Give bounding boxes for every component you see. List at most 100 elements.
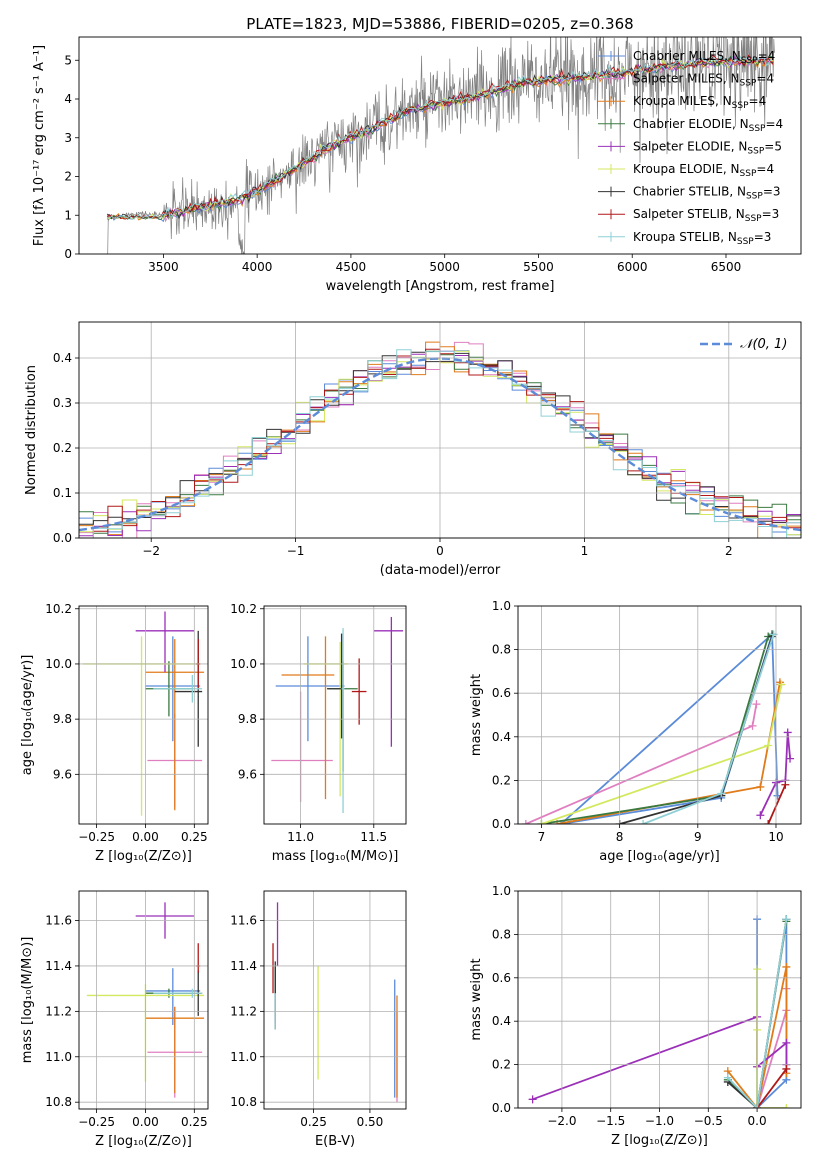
mass_weight_vs_age-ylabel: mass weight <box>469 674 484 756</box>
mass_weight_vs_age-series-line <box>541 633 773 824</box>
mass_vs_ebv-ytick-label: 11.6 <box>230 914 257 928</box>
mass_weight_vs_age-point-marker <box>783 728 792 737</box>
mass_vs_ebv-frame <box>263 890 407 1110</box>
mass_weight_vs_Z-ylabel: mass weight <box>469 958 484 1040</box>
figure-title: PLATE=1823, MJD=53886, FIBERID=0205, z=0… <box>246 15 633 33</box>
mass_vs_Z-xtick-label: 0.00 <box>132 1115 159 1129</box>
age_vs_Z-xlabel: Z [log₁₀(Z/Z⊙)] <box>95 849 192 864</box>
age_vs_Z-axes <box>75 605 209 828</box>
age_vs_Z-ytick-label: 10.0 <box>45 657 72 671</box>
age_vs_Z-xtick-label: −0.25 <box>78 830 115 844</box>
mass_weight_vs_age-series-line <box>619 636 773 824</box>
mass_vs_Z-ytick-label: 11.0 <box>45 1050 72 1064</box>
age_vs_mass-ytick-label: 10.0 <box>230 657 257 671</box>
mass_weight_vs_Z-ytick-label: 0.0 <box>492 1101 511 1115</box>
mass_weight_vs_age-axes <box>514 605 802 828</box>
mass_weight_vs_age-series-line <box>559 632 779 824</box>
mass_weight_vs_age-xlabel: age [log₁₀(age/yr)] <box>599 849 720 864</box>
age_vs_Z-ylabel: age [log₁₀(age/yr)] <box>20 655 35 776</box>
residuals-xlabel: (data-model)/error <box>380 563 501 578</box>
spectrum-ytick-label: 4 <box>64 92 72 106</box>
age_vs_Z-ytick-label: 9.6 <box>53 767 72 781</box>
mass_vs_Z-ytick-label: 10.8 <box>45 1095 72 1109</box>
mass_vs_Z-ytick-label: 11.6 <box>45 914 72 928</box>
age_vs_mass-xtick-label: 11.0 <box>287 830 314 844</box>
age_vs_mass-ytick-label: 10.2 <box>230 602 257 616</box>
mass_weight_vs_age-point-marker <box>764 820 773 824</box>
age_vs_mass-axes <box>260 605 407 828</box>
spectrum-legend-label: Kroupa MILES, NSSP=4 <box>633 94 766 111</box>
age_vs_Z-xtick-label: 0.25 <box>181 830 208 844</box>
spectrum-legend-label: Kroupa ELODIE, NSSP=4 <box>633 162 774 179</box>
mass_weight_vs_Z-ytick-label: 1.0 <box>492 884 511 898</box>
mass_vs_ebv-ytick-label: 11.2 <box>230 1004 257 1018</box>
residuals-ylabel: Normed distribution <box>24 365 39 495</box>
mass_weight_vs_Z-xtick-label: −2.0 <box>547 1114 576 1128</box>
spectrum-plot-area <box>106 37 775 254</box>
mass_weight_vs_age-point-marker <box>756 811 765 820</box>
spectrum-model-line <box>107 54 774 221</box>
spectrum-legend-label: Chabrier STELIB, NSSP=3 <box>633 185 781 202</box>
mass_weight_vs_Z-xtick-label: 0.0 <box>748 1114 767 1128</box>
mass_weight_vs_Z-point-marker <box>782 915 791 924</box>
mass_weight_vs_Z-series-line <box>727 966 788 1108</box>
mass_vs_Z-frame <box>78 890 209 1110</box>
spectrum-model-line <box>106 54 774 220</box>
spectrum-legend-label: Kroupa STELIB, NSSP=3 <box>633 230 771 247</box>
mass_weight_vs_age-point-marker <box>781 780 790 789</box>
mass_weight_vs_age-xtick-label: 8 <box>616 830 624 844</box>
mass_weight_vs_age-point-marker <box>764 741 773 750</box>
mass_weight_vs_age-xtick-label: 9 <box>694 830 702 844</box>
mass_vs_ebv-axes <box>260 890 407 1113</box>
mass_weight_vs_age-point-marker <box>748 721 757 730</box>
age_vs_Z-ytick-label: 9.8 <box>53 712 72 726</box>
age_vs_mass-ytick-label: 9.6 <box>238 767 257 781</box>
mass_weight_vs_Z-ytick-label: 0.2 <box>492 1058 511 1072</box>
mass_weight_vs_age-xtick-label: 7 <box>538 830 546 844</box>
age_vs_mass-frame <box>263 605 407 825</box>
mass_weight_vs_Z-series-line <box>727 919 788 1108</box>
age_vs_Z-frame <box>78 605 209 825</box>
age_vs_Z-plot-area <box>82 611 205 816</box>
spectrum-xtick-label: 6000 <box>617 260 648 274</box>
mass_vs_ebv-ytick-label: 11.0 <box>230 1050 257 1064</box>
mass_vs_ebv-xtick-label: 0.50 <box>357 1115 384 1129</box>
mass_weight_vs_Z-ytick-label: 0.6 <box>492 971 511 985</box>
spectrum-frame <box>78 36 802 255</box>
spectrum-legend-label: Salpeter ELODIE, NSSP=5 <box>633 139 782 156</box>
mass_vs_Z-xlabel: Z [log₁₀(Z/Z⊙)] <box>95 1134 192 1149</box>
mass_weight_vs_age-point-marker <box>756 782 765 791</box>
residuals-xtick-label: −2 <box>142 544 160 558</box>
spectrum-ytick-label: 3 <box>64 131 72 145</box>
residuals-ytick-label: 0.3 <box>53 396 72 410</box>
age_vs_Z-ytick-label: 10.2 <box>45 602 72 616</box>
mass_weight_vs_Z-series-line <box>756 1068 788 1108</box>
mass_weight_vs_age-point-marker <box>786 754 795 763</box>
mass_weight_vs_age-ytick-label: 0.4 <box>492 730 511 744</box>
spectrum-ytick-label: 5 <box>64 53 72 67</box>
mass_weight_vs_Z-xtick-label: −1.0 <box>645 1114 674 1128</box>
mass_weight_vs_age-point-marker <box>717 789 726 798</box>
mass_weight_vs_age-series-line <box>541 684 783 824</box>
residuals-xtick-label: 2 <box>725 544 733 558</box>
mass_vs_Z-ytick-label: 11.2 <box>45 1004 72 1018</box>
spectrum-xtick-label: 3500 <box>148 260 179 274</box>
mass_weight_vs_Z-point-marker <box>723 1073 732 1082</box>
spectrum-ylabel: Flux [fλ 10⁻¹⁷ erg cm⁻² s⁻¹ A⁻¹] <box>32 45 47 246</box>
mass_vs_ebv-ytick-label: 11.4 <box>230 959 257 973</box>
residuals-ytick-label: 0.1 <box>53 486 72 500</box>
mass_vs_Z-xtick-label: 0.25 <box>181 1115 208 1129</box>
mass_weight_vs_age-ytick-label: 0.6 <box>492 686 511 700</box>
mass_weight_vs_Z-point-marker <box>782 962 791 971</box>
age_vs_Z-xtick-label: 0.00 <box>132 830 159 844</box>
mass_weight_vs_age-plot-area <box>521 630 795 824</box>
mass_weight_vs_Z-point-marker <box>528 1095 537 1104</box>
residuals-frame <box>78 321 802 539</box>
mass_weight_vs_Z-point-marker <box>782 1104 791 1108</box>
mass_weight_vs_Z-ytick-label: 0.4 <box>492 1014 511 1028</box>
mass_vs_Z-ytick-label: 11.4 <box>45 959 72 973</box>
mass_weight_vs_age-frame <box>517 605 802 825</box>
spectrum-legend-label: Chabrier ELODIE, NSSP=4 <box>633 117 783 134</box>
residuals-ytick-label: 0.0 <box>53 531 72 545</box>
